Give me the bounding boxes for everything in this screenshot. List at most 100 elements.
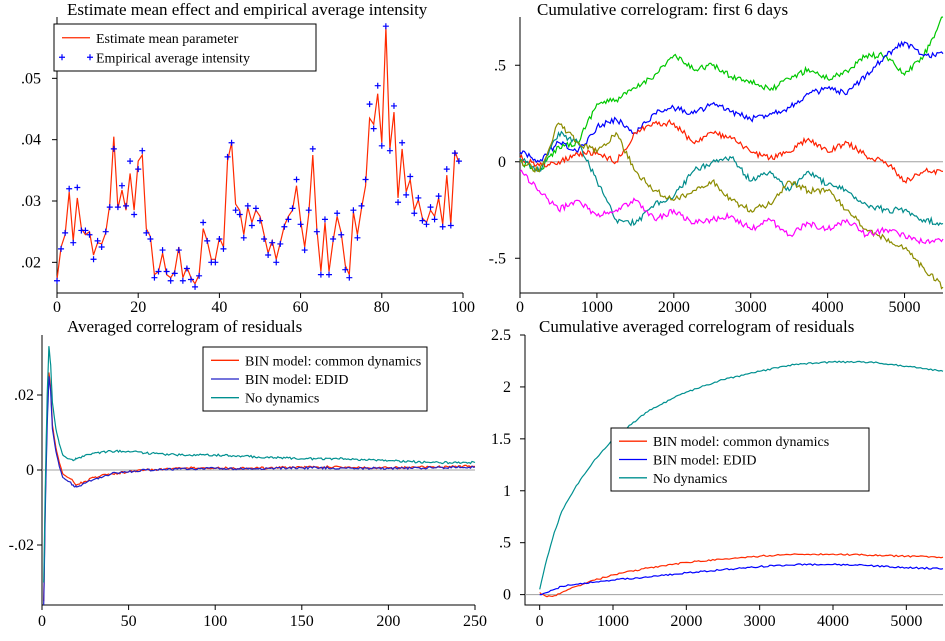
y-tick-label: -.5	[489, 250, 506, 267]
x-tick-label: 5000	[890, 613, 922, 630]
data-point-marker	[236, 211, 243, 218]
data-point-marker	[163, 268, 170, 275]
legend-box	[610, 427, 870, 492]
series-line	[539, 553, 944, 598]
data-point-marker	[435, 193, 442, 200]
data-point-marker	[183, 265, 190, 272]
data-point-marker	[431, 216, 438, 223]
y-tick-label: 1.5	[491, 431, 511, 448]
data-point-marker	[289, 205, 296, 212]
data-point-marker	[151, 274, 158, 281]
data-point-marker	[175, 247, 182, 254]
data-point-marker	[143, 229, 150, 236]
data-point-marker	[301, 247, 308, 254]
data-point-marker	[346, 274, 353, 281]
data-point-marker	[139, 147, 146, 154]
x-tick-label: 20	[130, 299, 146, 316]
data-point-marker	[127, 158, 134, 165]
legend-label: BIN model: common dynamics	[653, 435, 829, 450]
data-point-marker	[90, 256, 97, 263]
data-point-marker	[74, 184, 81, 191]
data-point-marker	[118, 182, 125, 189]
data-point-marker	[240, 234, 247, 241]
data-point-marker	[285, 216, 292, 223]
data-point-marker	[228, 139, 235, 146]
chart-panel-2: Cumulative correlogram: first 6 days 0 100…	[489, 0, 944, 316]
x-tick-label: 3000	[744, 613, 776, 630]
data-point-marker	[94, 237, 101, 244]
data-point-marker	[350, 207, 357, 214]
chart-panel-3: Averaged correlogram of residuals 0 50 100 1…	[9, 317, 487, 630]
y-tick-label: .02	[21, 254, 41, 271]
data-point-marker	[273, 259, 280, 266]
x-tick-label: 40	[211, 299, 227, 316]
legend: BIN model: common dynamics BIN model: EDI…	[202, 346, 428, 412]
x-tick-label: 1000	[581, 299, 613, 316]
data-point-marker	[399, 139, 406, 146]
data-point-marker	[330, 236, 337, 243]
data-point-marker	[321, 216, 328, 223]
legend-box	[202, 346, 428, 412]
legend: BIN model: common dynamics BIN model: EDI…	[610, 427, 870, 492]
data-point-marker	[293, 176, 300, 183]
series-line	[519, 40, 944, 164]
legend-marker	[59, 54, 65, 61]
series-line	[519, 16, 944, 173]
axis-frame	[524, 335, 943, 606]
data-point-marker	[305, 207, 312, 214]
x-tick-label: 2000	[670, 613, 702, 630]
data-point-marker	[342, 266, 349, 273]
data-point-marker	[232, 207, 239, 214]
data-point-marker	[147, 236, 154, 243]
data-point-marker	[192, 283, 199, 290]
legend-marker	[87, 54, 93, 61]
x-tick-label: 1000	[597, 613, 629, 630]
data-point-marker	[443, 166, 450, 173]
chart-panel-4: Cumulative averaged correlogram of resid…	[491, 317, 944, 630]
data-point-marker	[403, 191, 410, 198]
data-point-marker	[54, 277, 60, 284]
data-point-marker	[257, 217, 263, 224]
y-tick-label: .5	[499, 535, 511, 552]
data-point-marker	[155, 268, 162, 275]
x-tick-label: 0	[536, 613, 544, 630]
y-tick-label: .05	[21, 70, 41, 87]
series-line	[43, 346, 476, 583]
data-point-marker	[407, 173, 414, 180]
data-point-marker	[455, 158, 462, 165]
x-tick-label: 150	[290, 613, 314, 630]
data-point-marker	[354, 234, 361, 241]
data-point-marker	[451, 150, 458, 157]
data-point-marker	[244, 202, 251, 209]
data-point-marker	[123, 202, 130, 209]
data-point-marker	[200, 219, 207, 226]
chart-panel-1: Estimate mean effect and empirical avera…	[21, 0, 475, 316]
data-point-marker	[86, 231, 93, 238]
x-tick-label: 3000	[735, 299, 767, 316]
data-point-marker	[309, 145, 316, 152]
data-point-marker	[281, 223, 288, 230]
legend-label: BIN model: common dynamics	[245, 354, 421, 369]
data-point-marker	[370, 125, 377, 132]
x-tick-label: 4000	[812, 299, 844, 316]
y-tick-label: .03	[21, 193, 41, 210]
series-line	[56, 27, 460, 286]
data-point-marker	[415, 194, 422, 201]
data-point-marker	[390, 102, 397, 109]
data-point-marker	[66, 185, 73, 192]
series-line	[519, 122, 944, 290]
data-point-marker	[386, 147, 393, 154]
data-point-marker	[62, 229, 69, 236]
data-point-marker	[439, 223, 446, 230]
y-tick-label: .5	[494, 57, 506, 74]
legend-label: No dynamics	[245, 392, 319, 407]
data-point-marker	[135, 166, 142, 173]
chart-title: Cumulative averaged correlogram of resid…	[539, 317, 854, 336]
y-tick-label: 0	[26, 462, 34, 479]
data-point-marker	[106, 204, 113, 211]
data-point-marker	[382, 23, 389, 30]
data-point-marker	[171, 270, 178, 277]
series-line	[539, 563, 944, 596]
series-line	[519, 118, 944, 184]
